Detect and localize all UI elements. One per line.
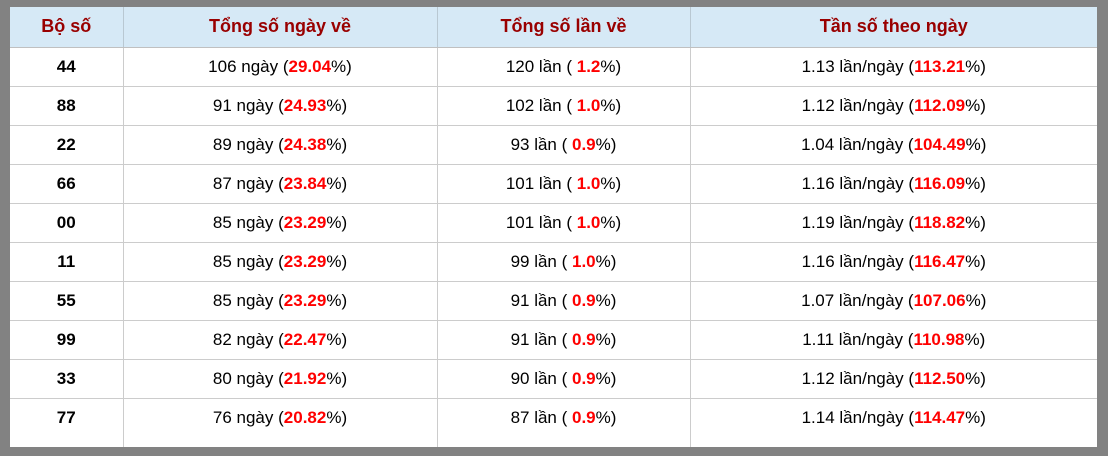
total-times-cell: 101 lần ( 1.0%) — [436, 163, 690, 203]
highlight-percent: 1.0 — [576, 212, 601, 232]
table-row: 99 82 ngày (22.47%) 91 lần ( 0.9%) 1.11 lần… — [10, 319, 1097, 359]
total-days-cell: 89 ngày (24.38%) — [122, 124, 437, 164]
highlight-percent: 23.29 — [283, 290, 327, 310]
highlight-percent: 107.06 — [913, 290, 966, 310]
highlight-percent: 1.0 — [576, 173, 601, 193]
table-row: 44 106 ngày (29.04%) 120 lần ( 1.2%) 1.13 l… — [10, 47, 1097, 86]
highlight-percent: 0.9 — [572, 329, 596, 349]
table-row: 22 89 ngày (24.38%) 93 lần ( 0.9%) 1.04 lần… — [10, 124, 1097, 164]
highlight-percent: 0.9 — [572, 290, 596, 310]
total-days-cell: 106 ngày (29.04%) — [122, 47, 437, 86]
total-times-cell: 102 lần ( 1.0%) — [436, 85, 690, 125]
filler-cell — [10, 437, 123, 447]
highlight-percent: 116.47 — [914, 251, 966, 271]
frequency-cell: 1.16 lần/ngày (116.09%) — [689, 163, 1097, 203]
pair-number: 66 — [10, 163, 123, 203]
table-row: 77 76 ngày (20.82%) 87 lần ( 0.9%) 1.14 lần… — [10, 397, 1097, 437]
frequency-cell: 1.12 lần/ngày (112.50%) — [689, 358, 1097, 398]
table-row: 88 91 ngày (24.93%) 102 lần ( 1.0%) 1.12 lầ… — [10, 85, 1097, 125]
table-row: 11 85 ngày (23.29%) 99 lần ( 1.0%) 1.16 lần… — [10, 241, 1097, 281]
frequency-cell: 1.16 lần/ngày (116.47%) — [689, 241, 1097, 281]
total-days-cell: 76 ngày (20.82%) — [122, 397, 437, 437]
table-row: 66 87 ngày (23.84%) 101 lần ( 1.0%) 1.16 lầ… — [10, 163, 1097, 203]
highlight-percent: 110.98 — [913, 329, 965, 349]
pair-number: 44 — [56, 56, 76, 76]
pair-number: 55 — [10, 280, 123, 320]
highlight-percent: 22.47 — [283, 329, 327, 349]
highlight-percent: 21.92 — [283, 368, 327, 388]
column-header-frequency: Tần số theo ngày — [689, 7, 1097, 48]
total-times-cell: 120 lần ( 1.2%) — [436, 47, 690, 86]
total-times-cell: 93 lần ( 0.9%) — [436, 124, 690, 164]
total-times-cell: 99 lần ( 1.0%) — [436, 241, 690, 281]
total-times-cell: 91 lần ( 0.9%) — [436, 280, 690, 320]
highlight-percent: 24.38 — [283, 134, 327, 154]
total-days-cell: 91 ngày (24.93%) — [122, 85, 437, 125]
total-times-cell: 91 lần ( 0.9%) — [436, 319, 690, 359]
filler-cell — [122, 437, 437, 447]
pair-number: 99 — [10, 319, 123, 359]
pair-number: 77 — [10, 397, 123, 437]
highlight-percent: 23.29 — [283, 212, 327, 232]
total-times-cell: 101 lần ( 1.0%) — [436, 202, 690, 242]
total-days-cell: 82 ngày (22.47%) — [122, 319, 437, 359]
frequency-cell: 1.12 lần/ngày (112.09%) — [689, 85, 1097, 125]
highlight-percent: 23.29 — [283, 251, 327, 271]
highlight-percent: 113.21 — [914, 56, 966, 76]
total-days-cell: 87 ngày (23.84%) — [122, 163, 437, 203]
highlight-percent: 112.09 — [914, 95, 966, 115]
highlight-percent: 1.0 — [576, 95, 601, 115]
highlight-percent: 116.09 — [914, 173, 966, 193]
statistics-panel: Bộ số Tổng số ngày về Tổng số lần về Tần… — [10, 7, 1097, 447]
column-header-pair: Bộ số — [10, 7, 123, 48]
table-body: 44 106 ngày (29.04%) 120 lần ( 1.2%) 1.13 l… — [10, 47, 1097, 437]
column-header-total-days: Tổng số ngày về — [122, 7, 437, 48]
highlight-percent: 114.47 — [914, 407, 966, 427]
frequency-cell: 1.07 lần/ngày (107.06%) — [689, 280, 1097, 320]
table-row: 55 85 ngày (23.29%) 91 lần ( 0.9%) 1.07 lần… — [10, 280, 1097, 320]
filler-cell — [436, 437, 690, 447]
frequency-cell: 1.14 lần/ngày (114.47%) — [689, 397, 1097, 437]
highlight-percent: 118.82 — [914, 212, 966, 232]
highlight-percent: 29.04 — [288, 56, 332, 76]
total-days-cell: 85 ngày (23.29%) — [122, 241, 437, 281]
highlight-percent: 20.82 — [283, 407, 327, 427]
highlight-percent: 0.9 — [572, 134, 596, 154]
frequency-cell: 1.13 lần/ngày (113.21%) — [689, 47, 1097, 86]
highlight-percent: 1.0 — [572, 251, 596, 271]
frequency-cell: 1.04 lần/ngày (104.49%) — [689, 124, 1097, 164]
total-days-cell: 85 ngày (23.29%) — [122, 202, 437, 242]
total-times-cell: 87 lần ( 0.9%) — [436, 397, 690, 437]
pair-number: 22 — [10, 124, 123, 164]
highlight-percent: 23.84 — [283, 173, 327, 193]
pair-number: 11 — [10, 241, 123, 281]
table-filler-row — [10, 437, 1097, 447]
frequency-cell: 1.11 lần/ngày (110.98%) — [689, 319, 1097, 359]
highlight-percent: 0.9 — [572, 407, 596, 427]
highlight-percent: 1.2 — [576, 56, 601, 76]
column-header-total-times: Tổng số lần về — [436, 7, 690, 48]
highlight-percent: 0.9 — [572, 368, 596, 388]
frequency-cell: 1.19 lần/ngày (118.82%) — [689, 202, 1097, 242]
highlight-percent: 104.49 — [913, 134, 966, 154]
highlight-percent: 24.93 — [283, 95, 327, 115]
total-days-cell: 80 ngày (21.92%) — [122, 358, 437, 398]
pair-number: 88 — [10, 85, 123, 125]
total-times-cell: 90 lần ( 0.9%) — [436, 358, 690, 398]
table-header-row: Bộ số Tổng số ngày về Tổng số lần về Tần… — [10, 7, 1097, 48]
lottery-pair-statistics-table: Bộ số Tổng số ngày về Tổng số lần về Tần… — [10, 7, 1097, 447]
filler-cell — [689, 437, 1097, 447]
pair-number: 33 — [10, 358, 123, 398]
pair-number: 00 — [10, 202, 123, 242]
table-header: Bộ số Tổng số ngày về Tổng số lần về Tần… — [10, 7, 1097, 48]
table-row: 00 85 ngày (23.29%) 101 lần ( 1.0%) 1.19 lầ… — [10, 202, 1097, 242]
highlight-percent: 112.50 — [914, 368, 966, 388]
table-row: 33 80 ngày (21.92%) 90 lần ( 0.9%) 1.12 lần… — [10, 358, 1097, 398]
total-days-cell: 85 ngày (23.29%) — [122, 280, 437, 320]
